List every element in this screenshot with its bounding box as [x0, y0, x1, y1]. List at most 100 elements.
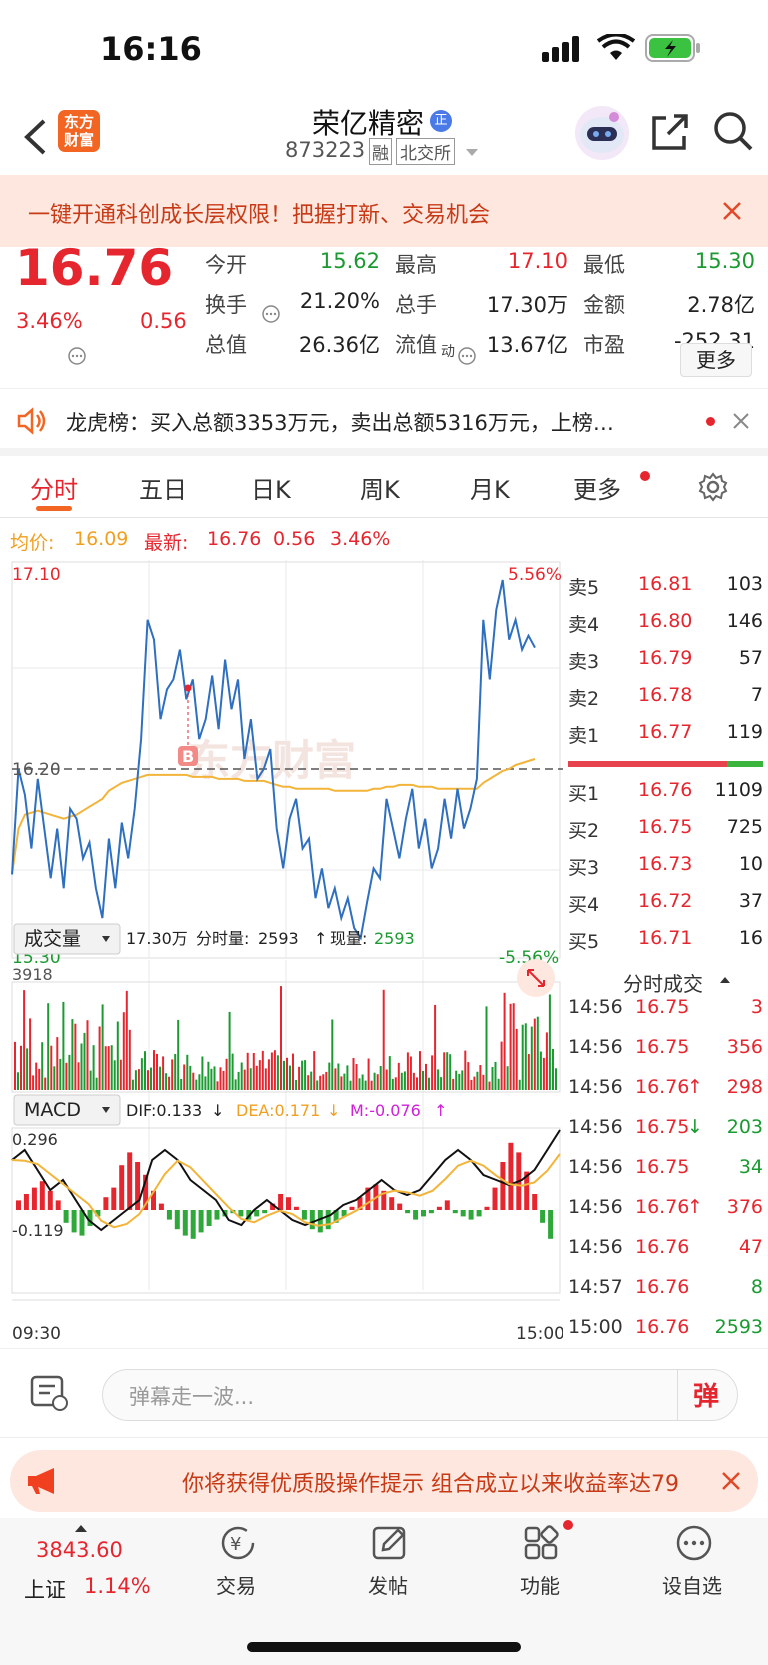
macd-histogram-bar [301, 1210, 307, 1220]
macd-max-label: 0.296 [12, 1130, 58, 1149]
bid-row[interactable]: 买3 16.73 10 [563, 847, 768, 883]
volume-bar [249, 1068, 252, 1090]
ask-volume: 119 [726, 721, 763, 743]
bid-row[interactable]: 买1 16.76 1109 [563, 773, 768, 809]
speaker-icon [17, 407, 46, 435]
current-price: 16.76 [15, 239, 174, 297]
bid-volume: 1109 [714, 779, 763, 801]
dragon-tiger-notice[interactable]: 龙虎榜：买入总额3353万元，卖出总额5316万元，上榜… [0, 388, 768, 456]
info-icon[interactable] [68, 347, 86, 365]
share-icon[interactable] [650, 112, 690, 152]
comment-list-icon[interactable] [30, 1375, 70, 1413]
bid-row[interactable]: 买2 16.75 725 [563, 810, 768, 846]
volume-bar [530, 1026, 533, 1090]
ask-volume: 103 [726, 573, 763, 595]
volume-bar [20, 1045, 22, 1090]
tick-price: 16.76 [635, 1196, 690, 1218]
macd-dif: DIF:0.133 [126, 1101, 202, 1120]
promo-strip[interactable]: 你将获得优质股操作提示 组合成立以来收益率达79 [10, 1450, 758, 1512]
volume-bar [500, 1041, 503, 1090]
volume-bar [122, 1012, 125, 1090]
eastmoney-logo[interactable]: 东方 财富 [58, 110, 100, 152]
close-icon[interactable] [722, 1472, 740, 1490]
ask-row[interactable]: 卖4 16.80 146 [563, 604, 768, 640]
volume-bar [437, 1069, 440, 1090]
close-icon[interactable] [733, 413, 749, 429]
macd-selector[interactable] [13, 1094, 121, 1126]
robot-avatar-icon[interactable] [574, 105, 630, 161]
collapse-icon[interactable] [719, 976, 731, 984]
ask-row[interactable]: 卖2 16.78 7 [563, 678, 768, 714]
intraday-chart[interactable]: 东方财富 17.10 16.20 15.30 5.56% -5.56% B 成交… [0, 560, 563, 1348]
bid-label: 买5 [568, 931, 600, 953]
volume-bar [174, 1054, 177, 1090]
volume-bar [391, 1078, 394, 1090]
volume-bar [346, 1065, 349, 1090]
volume-bar [485, 1006, 488, 1090]
tab-five-day[interactable]: 五日 [139, 476, 187, 504]
info-icon[interactable] [262, 305, 280, 323]
macd-histogram-bar [460, 1210, 466, 1217]
search-icon[interactable] [712, 110, 754, 152]
tab-intraday[interactable]: 分时 [30, 476, 78, 504]
macd-histogram-bar [127, 1152, 133, 1210]
bid-row[interactable]: 买5 16.71 16 [563, 921, 768, 957]
ask-price: 16.81 [638, 573, 693, 595]
back-icon[interactable] [22, 118, 48, 156]
dropdown-icon[interactable] [465, 148, 479, 158]
volume-bar [74, 1023, 77, 1090]
macd-dea: DEA:0.171 [236, 1101, 320, 1120]
volume-bar [494, 1061, 497, 1090]
tick-time: 14:56 [568, 1156, 623, 1178]
ask-row[interactable]: 卖5 16.81 103 [563, 567, 768, 603]
macd-histogram-bar [532, 1194, 538, 1210]
volume-bar [35, 1062, 38, 1090]
bid-row[interactable]: 买4 16.72 37 [563, 884, 768, 920]
index-value[interactable]: 3843.60 [36, 1538, 123, 1562]
tick-time: 14:56 [568, 1196, 623, 1218]
buy-marker[interactable] [178, 746, 198, 766]
volume-bar [409, 1056, 412, 1090]
volume-bar [38, 1068, 41, 1090]
volume-bar [83, 1032, 86, 1090]
volume-bar [276, 1055, 279, 1090]
price-high-label: 17.10 [12, 565, 61, 585]
comment-placeholder: 弹幕走一波... [129, 1385, 255, 1409]
volume-bar [80, 1043, 83, 1090]
volume-bar [192, 1072, 195, 1090]
ask-row[interactable]: 卖3 16.79 57 [563, 641, 768, 677]
volume-bar [213, 1066, 216, 1090]
settings-gear-icon[interactable] [698, 472, 728, 502]
expand-up-icon[interactable] [74, 1524, 88, 1533]
volume-bar [521, 1024, 524, 1090]
volume-bar [518, 1079, 521, 1090]
promo-banner[interactable]: 一键开通科创成长层权限！把握打新、交易机会 [0, 175, 768, 247]
volume-bar [403, 1071, 406, 1090]
volume-bar [44, 1077, 47, 1090]
ask-volume: 146 [726, 610, 763, 632]
tab-month-k[interactable]: 月K [470, 476, 510, 504]
macd-histogram-bar [381, 1190, 387, 1210]
volume-bar [524, 1023, 527, 1090]
volume-bar [422, 1071, 424, 1090]
close-icon[interactable] [722, 201, 742, 221]
tab-day-k[interactable]: 日K [251, 476, 291, 504]
comment-input[interactable]: 弹幕走一波... 弹 [102, 1369, 738, 1421]
info-icon[interactable] [458, 347, 476, 365]
volume-bar [62, 1001, 65, 1090]
tab-week-k[interactable]: 周K [360, 476, 400, 504]
volume-bar [325, 1071, 328, 1090]
more-button[interactable]: 更多 [680, 343, 752, 377]
macd-histogram-bar [389, 1197, 395, 1210]
volume-bar [358, 1078, 361, 1090]
bid-label: 买2 [568, 820, 600, 842]
ask-row[interactable]: 卖1 16.77 119 [563, 715, 768, 751]
tab-more[interactable]: 更多 [573, 476, 621, 504]
unread-dot [563, 1520, 573, 1530]
volume-selector[interactable] [13, 923, 121, 955]
bottom-nav: 3843.60 上证 1.14% ¥ 交易 发帖 功能 设自选 [0, 1518, 768, 1665]
tick-time: 14:56 [568, 996, 623, 1018]
volume-bar [406, 1052, 409, 1090]
danmu-button[interactable]: 弹 [693, 1382, 720, 1412]
volume-bar [425, 1063, 427, 1090]
